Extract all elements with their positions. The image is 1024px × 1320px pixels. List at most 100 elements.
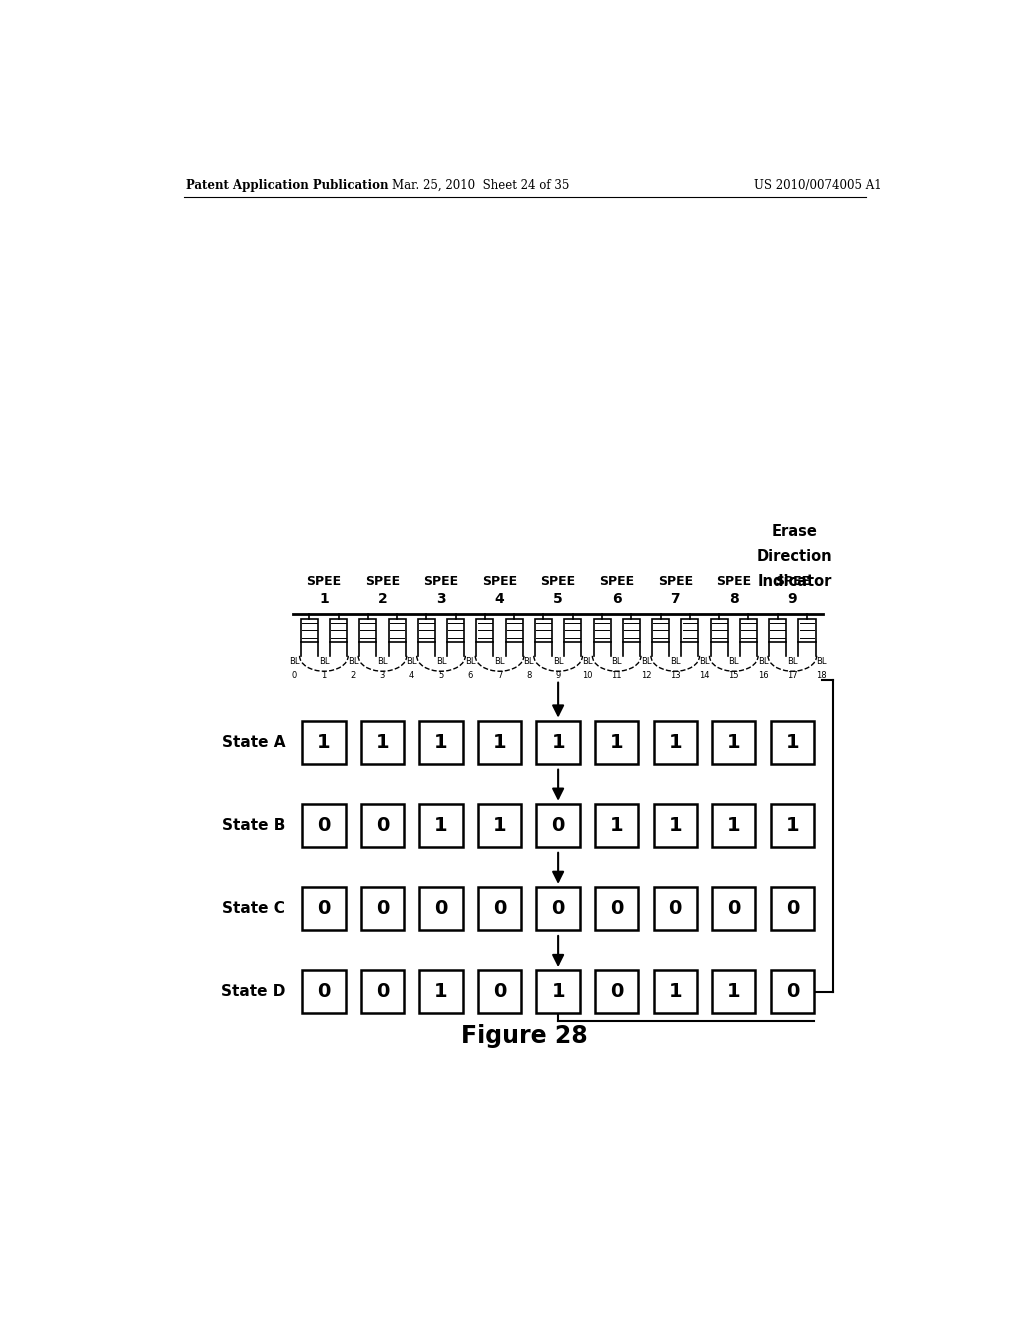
- Bar: [478, 804, 521, 847]
- Text: 1: 1: [785, 816, 799, 834]
- Bar: [302, 721, 346, 763]
- Bar: [537, 887, 580, 929]
- Text: SPEE: SPEE: [599, 576, 634, 589]
- Text: 16: 16: [758, 672, 768, 680]
- Bar: [302, 970, 346, 1014]
- Text: 0: 0: [610, 982, 624, 1001]
- Text: SPEE: SPEE: [716, 576, 752, 589]
- Bar: [653, 721, 697, 763]
- Bar: [712, 970, 756, 1014]
- Text: 1: 1: [551, 733, 565, 751]
- Bar: [681, 619, 698, 642]
- Bar: [595, 721, 638, 763]
- Text: 6: 6: [612, 591, 622, 606]
- Text: 1: 1: [322, 672, 327, 680]
- Bar: [419, 970, 463, 1014]
- Text: 0: 0: [292, 672, 297, 680]
- Bar: [712, 887, 756, 929]
- Text: BL: BL: [348, 657, 358, 667]
- Text: State B: State B: [222, 817, 286, 833]
- Text: State C: State C: [222, 900, 286, 916]
- Text: 0: 0: [434, 899, 447, 917]
- Text: 0: 0: [317, 982, 331, 1001]
- Text: 1: 1: [434, 816, 447, 834]
- Bar: [506, 619, 522, 642]
- Text: BL: BL: [758, 657, 768, 667]
- Bar: [302, 887, 346, 929]
- Text: 0: 0: [727, 899, 740, 917]
- Text: US 2010/0074005 A1: US 2010/0074005 A1: [754, 178, 882, 191]
- Bar: [712, 804, 756, 847]
- Text: BL: BL: [611, 657, 622, 667]
- Text: BL: BL: [318, 657, 329, 667]
- Text: BL: BL: [699, 657, 710, 667]
- Bar: [535, 619, 552, 642]
- Bar: [740, 619, 757, 642]
- Bar: [769, 619, 786, 642]
- Bar: [595, 970, 638, 1014]
- Text: 0: 0: [317, 816, 331, 834]
- Text: 1: 1: [493, 733, 507, 751]
- Text: 3: 3: [380, 672, 385, 680]
- Bar: [595, 804, 638, 847]
- Text: 7: 7: [671, 591, 680, 606]
- Bar: [478, 887, 521, 929]
- Bar: [419, 804, 463, 847]
- Text: 1: 1: [493, 816, 507, 834]
- Text: 1: 1: [669, 816, 682, 834]
- Text: 1: 1: [785, 733, 799, 751]
- Text: BL: BL: [290, 657, 300, 667]
- Text: 1: 1: [376, 733, 389, 751]
- Bar: [537, 721, 580, 763]
- Text: 4: 4: [410, 672, 415, 680]
- Bar: [771, 804, 814, 847]
- Bar: [537, 804, 580, 847]
- Text: BL: BL: [728, 657, 739, 667]
- Bar: [360, 970, 404, 1014]
- Bar: [478, 721, 521, 763]
- Bar: [771, 887, 814, 929]
- Text: 1: 1: [610, 733, 624, 751]
- Text: 10: 10: [583, 672, 593, 680]
- Text: 3: 3: [436, 591, 445, 606]
- Bar: [476, 619, 494, 642]
- Text: BL: BL: [523, 657, 535, 667]
- Text: 6: 6: [468, 672, 473, 680]
- Bar: [302, 804, 346, 847]
- Text: 15: 15: [728, 672, 739, 680]
- Text: 1: 1: [319, 591, 329, 606]
- Text: 0: 0: [376, 982, 389, 1001]
- Text: BL: BL: [495, 657, 505, 667]
- Text: BL: BL: [787, 657, 798, 667]
- Text: Erase: Erase: [771, 524, 817, 540]
- Text: 5: 5: [553, 591, 563, 606]
- Text: 1: 1: [727, 816, 740, 834]
- Text: Patent Application Publication: Patent Application Publication: [186, 178, 389, 191]
- Text: SPEE: SPEE: [775, 576, 810, 589]
- Text: BL: BL: [436, 657, 446, 667]
- Bar: [388, 619, 406, 642]
- Bar: [595, 887, 638, 929]
- Text: 13: 13: [670, 672, 681, 680]
- Text: Mar. 25, 2010  Sheet 24 of 35: Mar. 25, 2010 Sheet 24 of 35: [392, 178, 569, 191]
- Text: Indicator: Indicator: [758, 574, 831, 589]
- Text: 17: 17: [787, 672, 798, 680]
- Text: Figure 28: Figure 28: [462, 1024, 588, 1048]
- Text: 0: 0: [317, 899, 331, 917]
- Bar: [564, 619, 582, 642]
- Bar: [771, 970, 814, 1014]
- Text: 0: 0: [785, 899, 799, 917]
- Text: 1: 1: [610, 816, 624, 834]
- Text: SPEE: SPEE: [541, 576, 575, 589]
- Text: SPEE: SPEE: [306, 576, 341, 589]
- Text: BL: BL: [407, 657, 417, 667]
- Text: 12: 12: [641, 672, 651, 680]
- Text: 0: 0: [493, 899, 506, 917]
- Text: BL: BL: [641, 657, 651, 667]
- Text: BL: BL: [816, 657, 826, 667]
- Text: 1: 1: [434, 733, 447, 751]
- Text: 0: 0: [552, 899, 565, 917]
- Text: 0: 0: [669, 899, 682, 917]
- Bar: [478, 970, 521, 1014]
- Bar: [447, 619, 464, 642]
